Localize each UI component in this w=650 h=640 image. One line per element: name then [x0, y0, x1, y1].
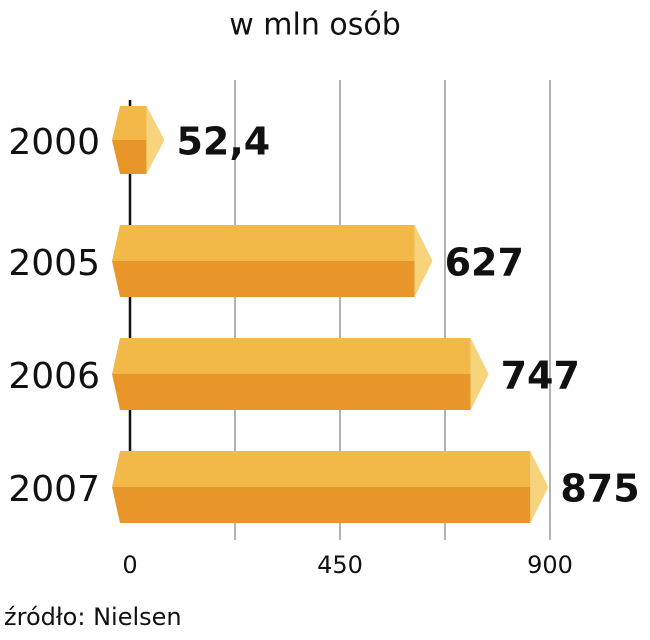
- y-tick-label: 2000: [8, 122, 100, 163]
- bar-bottom: [112, 374, 471, 410]
- value-label: 627: [445, 241, 524, 285]
- bar-top: [112, 338, 471, 374]
- x-tick-label: 0: [122, 551, 137, 579]
- bar-tip: [414, 225, 433, 297]
- chart-title: w mln osób: [229, 8, 401, 43]
- bar-tip: [530, 451, 549, 523]
- bar-bottom: [112, 140, 147, 174]
- bar-bottom: [112, 487, 531, 523]
- source: źródło: Nielsen: [4, 603, 182, 631]
- value-label: 875: [560, 467, 639, 511]
- x-tick-label: 450: [317, 551, 363, 579]
- value-label: 52,4: [176, 120, 270, 164]
- bar-bottom: [112, 261, 415, 297]
- bar-top: [112, 106, 147, 140]
- value-label: 747: [501, 354, 580, 398]
- bar-top: [112, 451, 531, 487]
- y-tick-label: 2005: [8, 243, 100, 284]
- bar-tip: [470, 338, 489, 410]
- y-tick-label: 2007: [8, 469, 100, 510]
- bar-top: [112, 225, 415, 261]
- y-tick-label: 2006: [8, 356, 100, 397]
- x-tick-label: 900: [527, 551, 573, 579]
- bar-tip: [146, 106, 165, 174]
